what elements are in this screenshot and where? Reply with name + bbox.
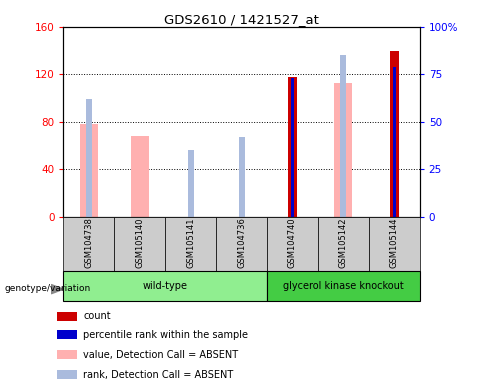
Bar [58,370,77,379]
Text: rank, Detection Call = ABSENT: rank, Detection Call = ABSENT [83,370,233,380]
Bar [58,330,77,339]
Text: GSM104736: GSM104736 [237,217,246,268]
Bar [389,51,399,217]
Text: count: count [83,311,111,321]
Bar [267,271,420,301]
Text: GSM104740: GSM104740 [288,217,297,268]
Bar [58,312,77,321]
Bar [288,77,297,217]
Bar [131,136,149,217]
Bar [239,137,244,217]
Text: wild-type: wild-type [142,281,188,291]
Polygon shape [51,285,63,294]
Bar [340,55,346,217]
Text: glycerol kinase knockout: glycerol kinase knockout [283,281,404,291]
Title: GDS2610 / 1421527_at: GDS2610 / 1421527_at [164,13,319,26]
Bar [216,217,267,271]
Bar [393,67,396,217]
Bar [86,99,92,217]
Text: GSM104738: GSM104738 [84,217,93,268]
Text: GSM105140: GSM105140 [135,217,144,268]
Bar [187,151,194,217]
Text: GSM105142: GSM105142 [339,217,348,268]
Bar [334,83,352,217]
Bar [291,78,294,217]
Text: value, Detection Call = ABSENT: value, Detection Call = ABSENT [83,350,238,360]
Text: percentile rank within the sample: percentile rank within the sample [83,330,248,340]
Text: GSM105144: GSM105144 [390,217,399,268]
Bar [58,350,77,359]
Bar [267,217,318,271]
Text: GSM105141: GSM105141 [186,217,195,268]
Text: genotype/variation: genotype/variation [5,284,91,293]
Bar [80,124,98,217]
Bar [318,217,369,271]
Bar [63,271,267,301]
Bar [369,217,420,271]
Bar [63,217,114,271]
Bar [114,217,165,271]
Bar [165,217,216,271]
